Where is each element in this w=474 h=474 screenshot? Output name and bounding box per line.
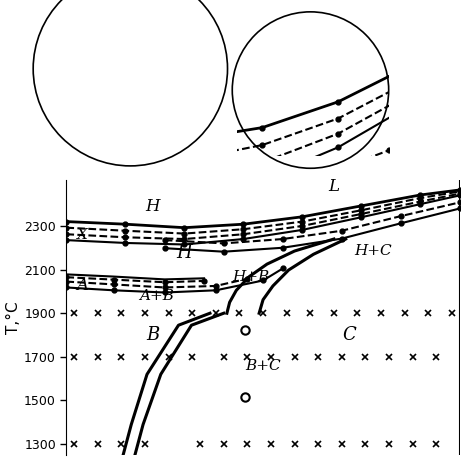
Y-axis label: T,°C: T,°C [6, 301, 21, 334]
Text: L: L [328, 178, 339, 195]
Text: H+B: H+B [233, 270, 270, 284]
Text: X: X [77, 228, 88, 242]
Text: H+C: H+C [355, 244, 392, 258]
Text: A: A [76, 277, 88, 294]
Text: A+B: A+B [139, 289, 174, 303]
Text: B+C: B+C [245, 359, 281, 373]
Text: H: H [146, 198, 160, 215]
Text: H: H [176, 244, 192, 262]
Text: C: C [343, 326, 356, 344]
Text: B: B [146, 326, 160, 344]
